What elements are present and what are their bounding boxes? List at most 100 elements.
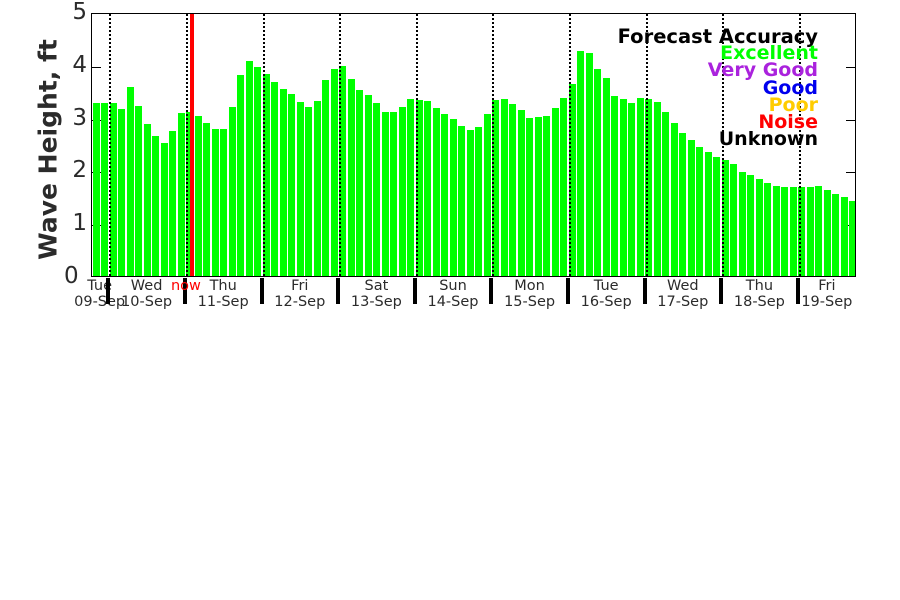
now-line [189,14,194,276]
x-axis-day-name: Thu [209,278,237,294]
x-axis-day-tick [795,278,800,304]
y-axis-title: Wave Height, ft [33,39,63,260]
bar [92,103,100,276]
x-axis-day-date: 12-Sep [274,294,326,310]
bar [645,98,653,276]
y-axis-tick-label-2: 2 [72,157,87,184]
x-axis-day-name: Tue [593,278,619,294]
x-axis-day-tick [642,278,647,304]
bar [432,108,440,276]
x-axis-day-label: Fri 19-Sep [777,278,877,310]
x-axis-day-label: Thu 18-Sep [709,278,809,310]
bar [305,107,313,276]
day-divider [492,14,495,276]
bar [126,86,134,276]
bar [347,79,355,276]
bar [262,73,270,276]
x-axis-day-label: Sat 13-Sep [326,278,426,310]
bar [687,139,695,276]
bar [109,102,117,276]
x-axis-day-label: Wed 17-Sep [633,278,733,310]
bar [203,122,211,276]
bar [152,136,160,276]
bar [611,96,619,276]
bar [220,129,228,276]
bar [194,115,202,276]
bar [679,133,687,276]
bar [704,151,712,276]
bar [789,186,797,276]
bar [721,159,729,276]
y-axis-tick-right-2 [846,172,855,174]
bar [602,78,610,276]
bar [509,103,517,276]
bar [279,88,287,276]
bar [322,80,330,276]
y-axis-tick-right-3 [846,119,855,121]
bar [500,99,508,276]
bar [738,171,746,276]
bar [449,119,457,276]
x-axis-day-tick [565,278,570,304]
day-divider [722,14,725,276]
bar [330,68,338,276]
bar [288,93,296,276]
bar [781,187,789,276]
x-axis-day-date: 10-Sep [121,294,173,310]
day-divider [798,14,801,276]
bar [747,174,755,276]
bar [832,193,840,276]
bar [636,98,644,276]
x-axis-day-label: Thu 11-Sep [173,278,273,310]
x-axis-day-date: 19-Sep [801,294,853,310]
bar [356,89,364,276]
y-axis-tick-4 [92,66,101,68]
bar [186,111,194,276]
bar [713,156,721,276]
x-axis-day-date: 14-Sep [427,294,479,310]
bar [254,67,262,276]
bar [424,101,432,276]
x-axis-day-label: Mon 15-Sep [480,278,580,310]
plot-area [91,13,856,277]
bar [492,100,500,276]
x-axis-day-name: Sat [364,278,389,294]
x-axis-day-name: Fri [291,278,309,294]
bar [594,68,602,276]
day-divider [415,14,418,276]
bar [160,142,168,276]
bar [517,109,525,276]
x-axis-day-tick [182,278,187,304]
bar [296,102,304,276]
bar [619,98,627,276]
bar [543,116,551,276]
bar [772,185,780,276]
bar [373,103,381,276]
bar [407,99,415,276]
day-divider [109,14,112,276]
x-axis-day-label: Sun 14-Sep [403,278,503,310]
bar [534,116,542,276]
x-axis-day-name: Mon [514,278,545,294]
x-axis-day-label: Fri 12-Sep [250,278,350,310]
bar [577,51,585,276]
bar [560,98,568,276]
bar [840,196,848,276]
bar [101,102,109,276]
x-axis-day-label: Tue 09-Sep [50,278,150,310]
bar [398,106,406,276]
bar [670,122,678,276]
bar [815,185,823,276]
bar [211,129,219,276]
bar [823,189,831,276]
bar [118,108,126,276]
day-divider [339,14,342,276]
bar [177,113,185,276]
day-divider [645,14,648,276]
bar [364,95,372,276]
x-axis-day-name: Tue [87,278,113,294]
bar [798,186,806,276]
bar [245,60,253,276]
bar [653,101,661,276]
